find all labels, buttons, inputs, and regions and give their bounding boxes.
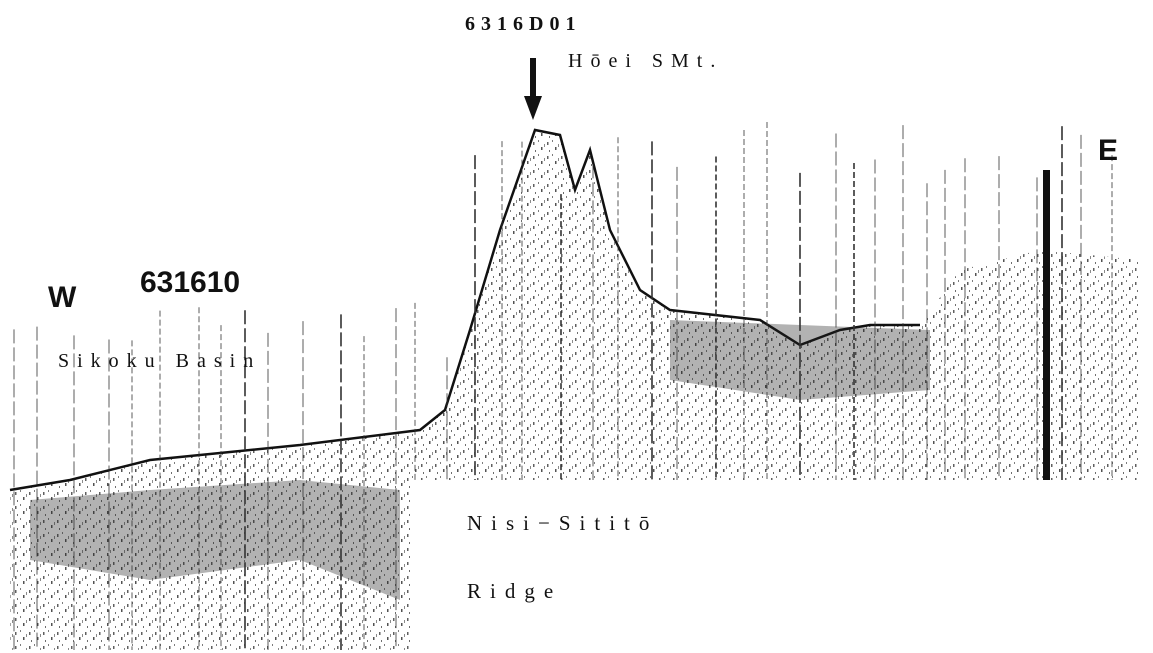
ridge-label: Nisi−Sititō <box>467 511 658 535</box>
station-label: 6316D01 <box>465 13 581 35</box>
arrow-head <box>524 96 542 120</box>
line-label: 631610 <box>140 266 240 299</box>
record <box>10 130 1140 650</box>
basin-label: Sikoku Basin <box>58 350 261 372</box>
thick-marker <box>1043 170 1050 480</box>
seismic-profile: 6316D01 Hōei SMt. E W 631610 Sikoku Basi… <box>0 0 1153 653</box>
west-label: W <box>48 281 77 314</box>
seamount-label: Hōei SMt. <box>568 50 723 72</box>
east-label: E <box>1098 134 1118 167</box>
ridge-label: Ridge <box>467 579 562 603</box>
